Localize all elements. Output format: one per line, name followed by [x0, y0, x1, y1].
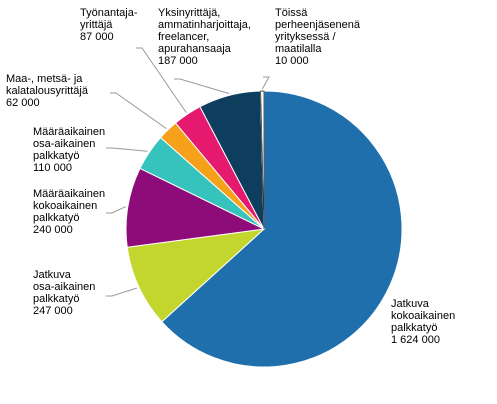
slice-label-line: maatilalla	[275, 43, 322, 55]
slice-label-line: freelancer,	[158, 31, 209, 43]
slice-label-line: perheenjäsenenä	[275, 19, 361, 31]
slice-label-4: Maa-, metsä- ja kalatalousyrittäjä 62 000	[6, 73, 89, 109]
slice-label-6: Yksinyrittäjä, ammatinharjoittaja, freelan…	[158, 7, 251, 67]
slice-label-line: palkkatyö	[33, 212, 79, 224]
slice-label-line: palkkatyö	[33, 150, 79, 162]
slice-label-line: kokoaikainen	[391, 310, 455, 322]
leader-line-6	[174, 78, 230, 94]
leader-line-7	[261, 76, 270, 90]
slice-label-line: Jatkuva	[33, 269, 72, 281]
pie-slice-2	[125, 167, 266, 248]
pie-slices	[125, 90, 403, 368]
slice-label-line: kokoaikainen	[33, 200, 97, 212]
slice-label-line: 62 000	[6, 97, 40, 109]
slice-label-1: Jatkuva osa-aikainen palkkatyö 247 000	[33, 269, 95, 317]
pie-slice-outline	[260, 90, 265, 230]
leader-lines	[106, 47, 270, 297]
slice-label-line: osa-aikainen	[33, 138, 95, 150]
slice-label-7: Töissä perheenjäsenenä yrityksessä / maatil…	[275, 7, 361, 67]
slice-label-line: 187 000	[158, 55, 198, 67]
slice-label-line: Jatkuva	[391, 298, 430, 310]
leader-line-5	[136, 47, 187, 113]
slice-label-line: Töissä	[275, 7, 308, 19]
leader-line-2	[106, 206, 127, 214]
slice-label-line: Työnantaja-	[80, 7, 138, 19]
slice-label-line: osa-aikainen	[33, 281, 95, 293]
slice-label-line: 247 000	[33, 305, 73, 317]
slice-label-line: Yksinyrittäjä,	[158, 7, 220, 19]
slice-label-line: ammatinharjoittaja,	[158, 19, 251, 31]
slice-label-line: Määräaikainen	[33, 126, 105, 138]
slice-label-line: palkkatyö	[391, 322, 437, 334]
slice-label-line: Määräaikainen	[33, 188, 105, 200]
slice-label-line: apurahansaaja	[158, 43, 232, 55]
leader-line-1	[106, 287, 138, 297]
slice-label-line: 110 000	[33, 162, 72, 174]
slice-label-line: palkkatyö	[33, 293, 79, 305]
leader-line-3	[106, 147, 148, 152]
slice-label-line: 10 000	[275, 55, 309, 67]
slice-label-0: Jatkuva kokoaikainen palkkatyö 1 624 000	[391, 298, 455, 346]
slice-label-line: kalatalousyrittäjä	[6, 85, 89, 97]
pie-slice-1	[126, 228, 266, 323]
leader-line-4	[110, 92, 167, 130]
slice-label-line: 87 000	[80, 31, 114, 43]
slice-label-line: 1 624 000	[391, 334, 440, 346]
pie-slice-0	[161, 90, 403, 368]
slice-labels: Jatkuva kokoaikainen palkkatyö 1 624 000Jat…	[6, 7, 455, 346]
slice-label-2: Määräaikainen kokoaikainen palkkatyö 240 00…	[33, 188, 105, 236]
slice-label-3: Määräaikainen osa-aikainen palkkatyö 110 00…	[33, 126, 105, 174]
slice-label-line: yrityksessä /	[275, 31, 336, 43]
slice-label-line: Maa-, metsä- ja	[6, 73, 83, 85]
slice-label-5: Työnantaja-yrittäjä 87 000	[80, 7, 138, 43]
slice-label-line: 240 000	[33, 224, 73, 236]
slice-label-line: yrittäjä	[80, 19, 113, 31]
